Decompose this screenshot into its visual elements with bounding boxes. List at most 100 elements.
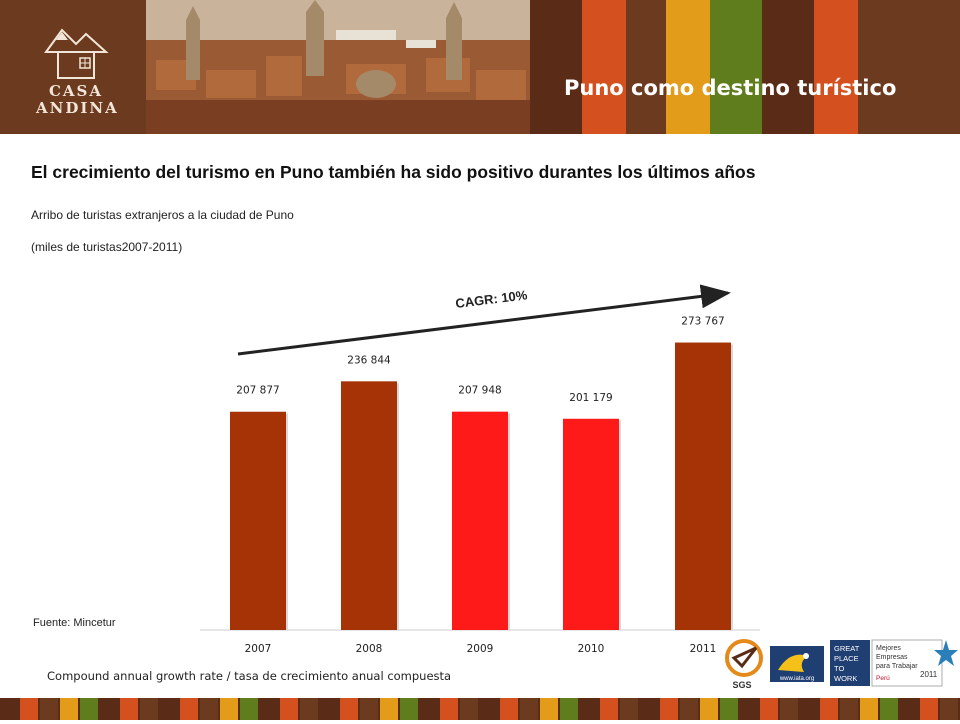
logo-panel: CASA ANDINA	[0, 0, 146, 134]
header-photo-cusco	[146, 0, 530, 134]
city-skyline-image	[146, 0, 530, 134]
bar-2007	[230, 411, 286, 630]
footer-stripe	[880, 698, 898, 720]
footer-stripe	[560, 698, 578, 720]
footer-stripe	[140, 698, 158, 720]
gptw-line3: TO	[834, 664, 844, 673]
header-stripe	[626, 0, 666, 134]
footer-stripe	[860, 698, 878, 720]
gptw-line4: WORK	[834, 674, 857, 683]
sgs-badge-icon: SGS	[725, 639, 763, 690]
footer-stripe	[240, 698, 258, 720]
footer-stripe	[320, 698, 338, 720]
footer-stripe	[280, 698, 298, 720]
footer-stripe	[160, 698, 178, 720]
footer-stripe	[100, 698, 118, 720]
cagr-label: CAGR: 10%	[455, 287, 529, 311]
footer-stripe	[200, 698, 218, 720]
gptw-line2: PLACE	[834, 654, 859, 663]
header-stripe	[858, 0, 960, 134]
footer-stripe	[80, 698, 98, 720]
footer-stripe	[620, 698, 638, 720]
bar-2010	[563, 418, 619, 630]
footer-stripe	[180, 698, 198, 720]
footer-stripe	[300, 698, 318, 720]
footer-stripe	[460, 698, 478, 720]
x-tick-label-2009: 2009	[467, 643, 494, 655]
data-label-2011: 273 767	[681, 316, 724, 328]
chart-units: (miles de turistas2007-2011)	[31, 240, 183, 254]
footer-stripe	[400, 698, 418, 720]
footer-stripe	[520, 698, 538, 720]
x-tick-label-2011: 2011	[690, 643, 717, 655]
footer-stripe	[0, 698, 18, 720]
footer-stripe	[20, 698, 38, 720]
x-tick-label-2007: 2007	[245, 643, 272, 655]
footer-stripe	[780, 698, 798, 720]
footer-stripes	[0, 698, 958, 720]
footer-stripe	[540, 698, 558, 720]
bar-2009	[452, 411, 508, 630]
footer-stripe	[60, 698, 78, 720]
header-stripe	[814, 0, 858, 134]
footer-stripe	[900, 698, 918, 720]
chart-subtitle: Arribo de turistas extranjeros a la ciud…	[31, 208, 294, 222]
footer-stripe	[420, 698, 438, 720]
footer-stripe	[840, 698, 858, 720]
header-stripe	[762, 0, 814, 134]
header-stripe	[582, 0, 626, 134]
footer-stripe	[680, 698, 698, 720]
footer-stripe	[220, 698, 238, 720]
footer-stripe	[580, 698, 598, 720]
decorative-stripes	[530, 0, 960, 134]
footer-stripe	[820, 698, 838, 720]
bar-2011	[675, 342, 731, 630]
footer-stripe	[660, 698, 678, 720]
mejores-year: 2011	[920, 670, 938, 679]
footer-stripe	[40, 698, 58, 720]
footer-band	[0, 698, 960, 720]
footer-stripe	[720, 698, 738, 720]
header-stripe	[530, 0, 582, 134]
footer-stripe	[700, 698, 718, 720]
x-tick-label-2008: 2008	[356, 643, 383, 655]
footer-stripe	[500, 698, 518, 720]
footer-stripe	[740, 698, 758, 720]
mejores-line1: Mejores	[876, 645, 901, 652]
gptw-line1: GREAT	[834, 644, 860, 653]
data-label-2010: 201 179	[569, 392, 612, 404]
footer-stripe	[260, 698, 278, 720]
bar-2008	[341, 381, 397, 630]
certification-badges: SGS www.iata.org GREAT PLACE TO WORK Mej…	[722, 636, 958, 690]
footer-stripe	[480, 698, 498, 720]
footer-stripe	[380, 698, 398, 720]
header-stripe	[710, 0, 762, 134]
footer-stripe	[360, 698, 378, 720]
footer-stripe	[940, 698, 958, 720]
footer-stripe	[920, 698, 938, 720]
mejores-country: Perú	[876, 675, 890, 682]
footer-stripe	[640, 698, 658, 720]
page-title: Puno como destino turístico	[564, 76, 897, 100]
casa-andina-logo-icon	[44, 28, 109, 79]
source-note: Fuente: Mincetur	[33, 617, 116, 629]
great-place-to-work-badge-icon: GREAT PLACE TO WORK Mejores Empresas par…	[830, 639, 958, 687]
cagr-trend-arrow	[237, 284, 731, 356]
x-tick-label-2010: 2010	[578, 643, 605, 655]
footer-stripe	[440, 698, 458, 720]
data-label-2007: 207 877	[236, 385, 279, 397]
sgs-text: SGS	[732, 680, 751, 690]
footer-stripe	[340, 698, 358, 720]
logo-text-andina: ANDINA	[36, 99, 119, 117]
logo-text-casa: CASA	[48, 82, 104, 100]
footer-stripe	[120, 698, 138, 720]
footer-stripe	[600, 698, 618, 720]
headline: El crecimiento del turismo en Puno tambi…	[31, 162, 756, 182]
footer-stripe	[800, 698, 818, 720]
data-label-2008: 236 844	[347, 354, 391, 366]
footer-stripe	[760, 698, 778, 720]
mejores-line2: Empresas	[876, 654, 908, 661]
footnote: Compound annual growth rate / tasa de cr…	[47, 669, 452, 683]
mejores-line3: para Trabajar	[876, 663, 918, 670]
